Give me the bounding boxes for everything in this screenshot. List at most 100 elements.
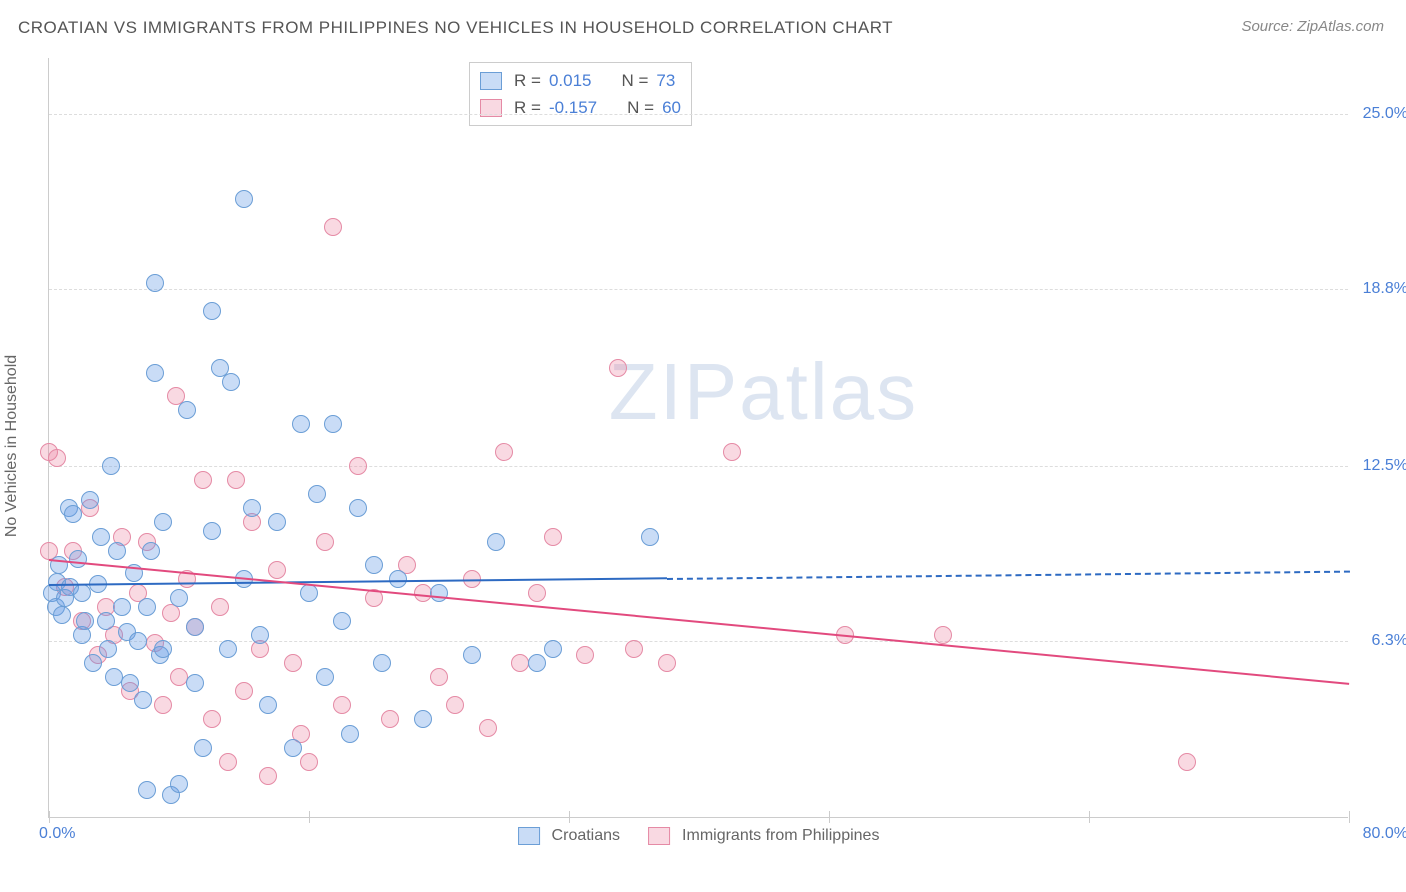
swatch-croatians — [518, 827, 540, 845]
legend-label-philippines: Immigrants from Philippines — [682, 827, 879, 845]
scatter-point-croatians — [292, 415, 310, 433]
swatch-croatians — [480, 72, 502, 90]
scatter-point-philippines — [219, 753, 237, 771]
chart-title: CROATIAN VS IMMIGRANTS FROM PHILIPPINES … — [18, 18, 893, 38]
gridline — [49, 114, 1348, 115]
x-axis-max-label: 80.0% — [1363, 825, 1406, 843]
scatter-point-croatians — [203, 302, 221, 320]
scatter-point-croatians — [414, 710, 432, 728]
scatter-point-philippines — [446, 696, 464, 714]
bottom-legend: Croatians Immigrants from Philippines — [518, 827, 880, 845]
scatter-point-croatians — [243, 499, 261, 517]
scatter-point-croatians — [324, 415, 342, 433]
x-tick-mark — [569, 811, 570, 823]
scatter-point-philippines — [154, 696, 172, 714]
x-tick-mark — [49, 811, 50, 823]
scatter-point-croatians — [365, 556, 383, 574]
scatter-point-philippines — [625, 640, 643, 658]
legend-stat-row-philippines: R = -0.157 N = 60 — [480, 94, 681, 121]
n-value-philippines: 60 — [662, 94, 681, 121]
legend-item-croatians: Croatians — [518, 827, 620, 845]
watermark-bold: ZIP — [609, 347, 739, 436]
scatter-point-croatians — [92, 528, 110, 546]
scatter-point-philippines — [324, 218, 342, 236]
scatter-point-croatians — [154, 640, 172, 658]
scatter-point-croatians — [146, 274, 164, 292]
scatter-point-philippines — [934, 626, 952, 644]
scatter-point-philippines — [528, 584, 546, 602]
scatter-point-croatians — [186, 674, 204, 692]
scatter-point-croatians — [170, 589, 188, 607]
scatter-point-philippines — [235, 682, 253, 700]
scatter-point-croatians — [113, 598, 131, 616]
scatter-point-philippines — [48, 449, 66, 467]
scatter-point-philippines — [194, 471, 212, 489]
scatter-point-croatians — [316, 668, 334, 686]
gridline — [49, 289, 1348, 290]
source-attribution: Source: ZipAtlas.com — [1241, 18, 1384, 35]
y-axis-label: No Vehicles in Household — [3, 355, 21, 537]
gridline — [49, 641, 1348, 642]
y-tick-label: 18.8% — [1353, 280, 1406, 298]
scatter-point-philippines — [211, 598, 229, 616]
y-tick-label: 25.0% — [1353, 105, 1406, 123]
scatter-point-croatians — [463, 646, 481, 664]
scatter-point-croatians — [73, 584, 91, 602]
scatter-point-philippines — [609, 359, 627, 377]
scatter-point-croatians — [138, 781, 156, 799]
scatter-point-croatians — [108, 542, 126, 560]
n-label: N = — [627, 94, 654, 121]
scatter-point-philippines — [284, 654, 302, 672]
r-value-philippines: -0.157 — [549, 94, 597, 121]
r-value-croatians: 0.015 — [549, 67, 592, 94]
trend-line-dashed-croatians — [666, 570, 1349, 579]
scatter-point-croatians — [170, 775, 188, 793]
scatter-point-croatians — [222, 373, 240, 391]
legend-label-croatians: Croatians — [552, 827, 620, 845]
scatter-point-philippines — [576, 646, 594, 664]
gridline — [49, 466, 1348, 467]
scatter-point-croatians — [373, 654, 391, 672]
scatter-point-croatians — [308, 485, 326, 503]
scatter-point-croatians — [349, 499, 367, 517]
scatter-point-philippines — [1178, 753, 1196, 771]
n-label: N = — [621, 67, 648, 94]
scatter-point-croatians — [64, 505, 82, 523]
scatter-point-croatians — [186, 618, 204, 636]
scatter-point-croatians — [251, 626, 269, 644]
y-tick-label: 6.3% — [1353, 632, 1406, 650]
scatter-point-philippines — [479, 719, 497, 737]
scatter-point-philippines — [316, 533, 334, 551]
scatter-point-philippines — [268, 561, 286, 579]
x-tick-mark — [829, 811, 830, 823]
scatter-point-philippines — [259, 767, 277, 785]
scatter-point-croatians — [154, 513, 172, 531]
legend-stat-row-croatians: R = 0.015 N = 73 — [480, 67, 681, 94]
scatter-point-croatians — [389, 570, 407, 588]
scatter-point-philippines — [227, 471, 245, 489]
watermark-light: atlas — [739, 347, 918, 436]
scatter-point-croatians — [84, 654, 102, 672]
scatter-point-croatians — [528, 654, 546, 672]
legend-item-philippines: Immigrants from Philippines — [648, 827, 879, 845]
legend-stats-box: R = 0.015 N = 73 R = -0.157 N = 60 — [469, 62, 692, 126]
scatter-point-philippines — [658, 654, 676, 672]
scatter-point-croatians — [138, 598, 156, 616]
scatter-point-croatians — [178, 401, 196, 419]
scatter-point-philippines — [495, 443, 513, 461]
x-tick-mark — [1349, 811, 1350, 823]
scatter-point-philippines — [349, 457, 367, 475]
scatter-point-croatians — [284, 739, 302, 757]
r-label: R = — [514, 67, 541, 94]
scatter-point-philippines — [203, 710, 221, 728]
scatter-point-philippines — [381, 710, 399, 728]
scatter-point-croatians — [121, 674, 139, 692]
y-tick-label: 12.5% — [1353, 457, 1406, 475]
scatter-point-croatians — [430, 584, 448, 602]
scatter-point-croatians — [97, 612, 115, 630]
swatch-philippines — [648, 827, 670, 845]
x-tick-mark — [1089, 811, 1090, 823]
x-tick-mark — [309, 811, 310, 823]
scatter-point-croatians — [53, 606, 71, 624]
x-axis-min-label: 0.0% — [39, 825, 75, 843]
